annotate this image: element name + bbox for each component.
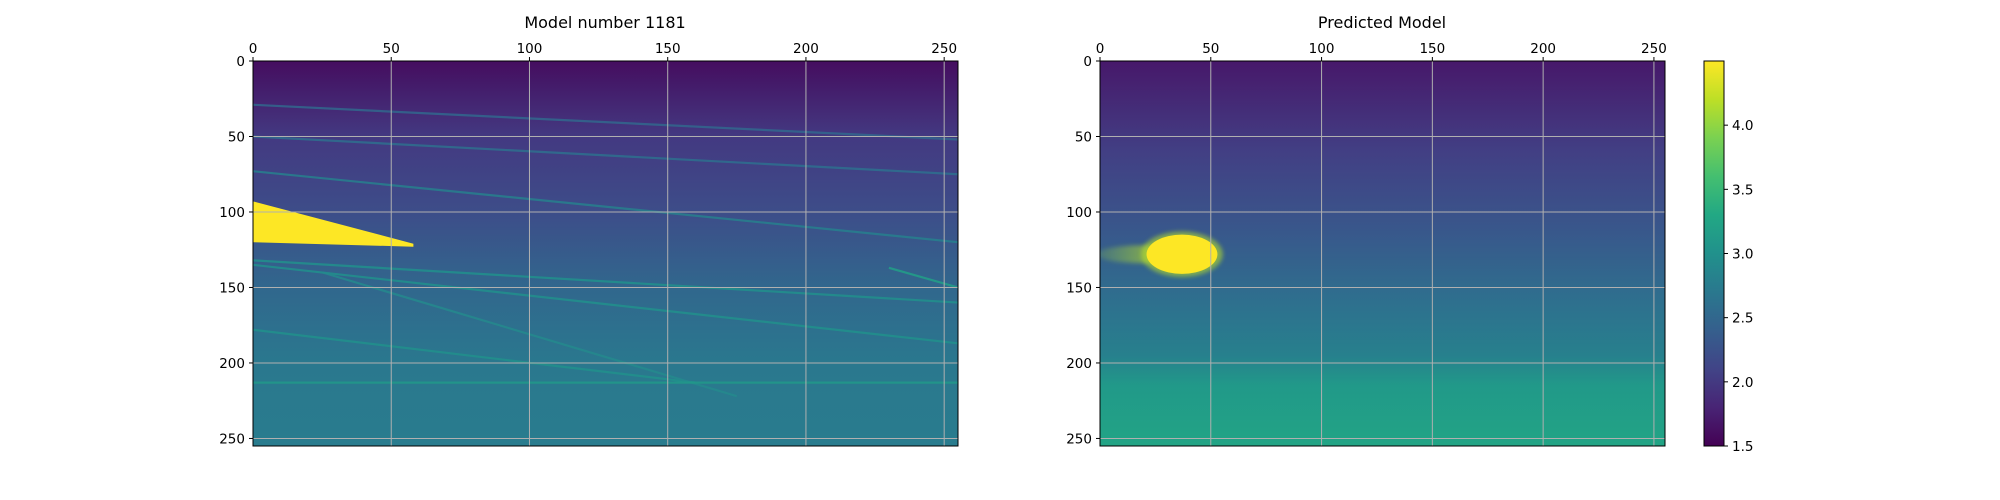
x-tick-label: 250 bbox=[931, 41, 957, 57]
y-ticks-right: 0 50 100 150 200 250 bbox=[1066, 54, 1100, 447]
axes-frame-right bbox=[1099, 60, 1666, 447]
y-tick-label: 200 bbox=[219, 356, 245, 372]
y-tick-label: 100 bbox=[1066, 205, 1092, 221]
anomaly-wedge bbox=[253, 201, 414, 247]
panel-model: Model number 1181 0 50 100 150 200 250 0 50 100… bbox=[219, 13, 959, 447]
layer-line bbox=[253, 170, 958, 244]
colorbar: 1.5 2.0 2.5 3.0 3.5 4.0 bbox=[1703, 60, 1753, 455]
y-tick-label: 0 bbox=[1083, 54, 1092, 70]
x-ticks-left: 0 50 100 150 200 250 bbox=[249, 41, 957, 61]
y-tick-label: 150 bbox=[219, 280, 245, 296]
colorbar-ticks: 1.5 2.0 2.5 3.0 3.5 4.0 bbox=[1724, 118, 1753, 455]
axes-frame-left bbox=[252, 60, 959, 447]
layer-line bbox=[888, 266, 958, 289]
x-tick-label: 0 bbox=[1096, 41, 1105, 57]
colorbar-tick-label: 3.0 bbox=[1732, 247, 1753, 263]
y-tick-label: 0 bbox=[236, 54, 245, 70]
x-tick-label: 200 bbox=[793, 41, 819, 57]
layer-line bbox=[253, 328, 696, 384]
colorbar-fill bbox=[1703, 60, 1725, 447]
y-tick-label: 100 bbox=[219, 205, 245, 221]
layer-line bbox=[253, 135, 958, 176]
colorbar-tick-label: 2.5 bbox=[1732, 311, 1753, 327]
heatmap-left-background bbox=[253, 61, 958, 446]
y-tick-label: 250 bbox=[219, 431, 245, 447]
x-tick-label: 100 bbox=[1309, 41, 1335, 57]
y-tick-label: 150 bbox=[1066, 280, 1092, 296]
x-tick-label: 250 bbox=[1641, 41, 1667, 57]
x-tick-label: 50 bbox=[383, 41, 400, 57]
x-tick-label: 0 bbox=[249, 41, 258, 57]
x-ticks-right: 0 50 100 150 200 250 bbox=[1096, 41, 1667, 61]
colorbar-tick-label: 2.0 bbox=[1732, 375, 1753, 391]
y-tick-label: 250 bbox=[1066, 431, 1092, 447]
colorbar-tick-label: 4.0 bbox=[1732, 118, 1753, 134]
layer-line bbox=[253, 263, 958, 345]
x-tick-label: 50 bbox=[1202, 41, 1219, 57]
panel-right-title: Predicted Model bbox=[1318, 13, 1446, 32]
x-tick-label: 150 bbox=[1419, 41, 1445, 57]
panel-predicted: Predicted Model 0 50 100 150 200 250 0 50 100 15… bbox=[1066, 13, 1667, 447]
layer-line bbox=[253, 103, 958, 141]
y-tick-label: 50 bbox=[228, 129, 245, 145]
y-tick-label: 50 bbox=[1075, 129, 1092, 145]
y-ticks-left: 0 50 100 150 200 250 bbox=[219, 54, 253, 447]
grid-left bbox=[253, 61, 958, 446]
y-tick-label: 200 bbox=[1066, 356, 1092, 372]
layer-line bbox=[253, 259, 958, 304]
x-tick-label: 100 bbox=[517, 41, 543, 57]
grid-right bbox=[1100, 61, 1665, 446]
anomaly-left bbox=[253, 201, 414, 247]
anomaly-blob bbox=[1146, 234, 1218, 274]
anomaly-right bbox=[1100, 231, 1223, 277]
x-tick-label: 150 bbox=[655, 41, 681, 57]
panel-left-title: Model number 1181 bbox=[524, 13, 685, 32]
colorbar-tick-label: 3.5 bbox=[1732, 182, 1753, 198]
colorbar-tick-label: 1.5 bbox=[1732, 439, 1753, 455]
x-tick-label: 200 bbox=[1530, 41, 1556, 57]
